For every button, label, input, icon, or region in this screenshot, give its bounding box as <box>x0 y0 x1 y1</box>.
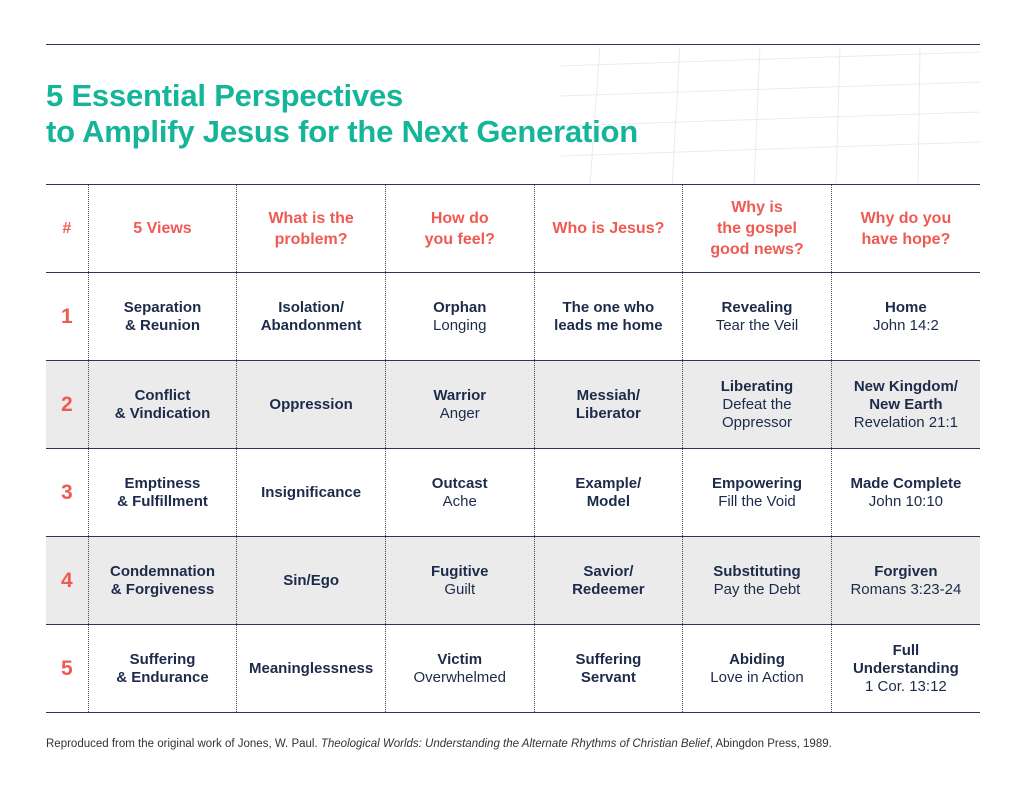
cell-hope: Made Complete John 10:10 <box>830 448 980 537</box>
cell-feel: Orphan Longing <box>384 272 535 361</box>
cell-problem: Oppression <box>236 360 386 449</box>
cell-hope: Home John 14:2 <box>830 272 980 361</box>
cell-gospel: Abiding Love in Action <box>682 624 832 713</box>
cell-jesus: Example/Model <box>533 448 683 537</box>
header-gospel: Why is the gospel good news? <box>682 184 832 273</box>
cell-jesus: Savior/Redeemer <box>533 536 683 625</box>
row-number: 1 <box>60 304 73 328</box>
footnote-prefix: Reproduced from the original work of Jon… <box>46 738 321 750</box>
cell-problem: Isolation/Abandonment <box>236 272 386 361</box>
header-feel: How do you feel? <box>384 184 535 273</box>
cell-problem: Sin/Ego <box>236 536 386 625</box>
cell-hope: Full Understanding 1 Cor. 13:12 <box>830 624 980 713</box>
cell-feel: Outcast Ache <box>384 448 535 537</box>
cell-view: Suffering & Endurance <box>87 624 237 713</box>
source-footnote: Reproduced from the original work of Jon… <box>46 738 832 750</box>
table-row: 5 Suffering & Endurance Meaninglessness V… <box>46 624 980 713</box>
top-rule <box>46 44 980 45</box>
perspectives-table: # 5 Views What is the problem? How do yo… <box>46 184 980 713</box>
title-line-2: to Amplify Jesus for the Next Generation <box>46 114 639 149</box>
cell-problem: Insignificance <box>236 448 386 537</box>
page-title: 5 Essential Perspectives to Amplify Jesu… <box>46 78 638 150</box>
cell-problem: Meaninglessness <box>236 624 386 713</box>
table-row: 4 Condemnation & Forgiveness Sin/Ego Fugi… <box>46 536 980 625</box>
title-line-1: 5 Essential Perspectives <box>46 78 404 113</box>
row-number: 5 <box>60 656 73 680</box>
header-hope: Why do you have hope? <box>830 184 980 273</box>
cell-view: Conflict & Vindication <box>87 360 237 449</box>
background-grid-decoration <box>560 46 980 186</box>
cell-gospel: Empowering Fill the Void <box>682 448 832 537</box>
cell-feel: Fugitive Guilt <box>384 536 535 625</box>
cell-view: Emptiness & Fulfillment <box>87 448 237 537</box>
cell-jesus: Messiah/Liberator <box>533 360 683 449</box>
cell-feel: Warrior Anger <box>384 360 535 449</box>
table-row: 2 Conflict & Vindication Oppression Warri… <box>46 360 980 449</box>
header-problem: What is the problem? <box>236 184 386 273</box>
footnote-book-title: Theological Worlds: Understanding the Al… <box>320 738 710 750</box>
footnote-suffix: , Abingdon Press, 1989. <box>709 738 832 750</box>
cell-gospel: Substituting Pay the Debt <box>682 536 832 625</box>
row-number: 3 <box>60 480 73 504</box>
cell-view: Separation & Reunion <box>87 272 237 361</box>
cell-feel: Victim Overwhelmed <box>384 624 535 713</box>
table-row: 1 Separation & Reunion Isolation/Abandonm… <box>46 272 980 361</box>
table-header-row: # 5 Views What is the problem? How do yo… <box>46 184 980 273</box>
header-jesus: Who is Jesus? <box>533 184 683 273</box>
cell-view: Condemnation & Forgiveness <box>87 536 237 625</box>
cell-gospel: Revealing Tear the Veil <box>682 272 832 361</box>
header-number: # <box>62 220 72 237</box>
cell-hope: Forgiven Romans 3:23-24 <box>830 536 980 625</box>
header-views: 5 Views <box>87 184 237 273</box>
row-number: 2 <box>60 392 73 416</box>
table-row: 3 Emptiness & Fulfillment Insignificance … <box>46 448 980 537</box>
cell-jesus: The one who leads me home <box>533 272 683 361</box>
cell-hope: New Kingdom/New Earth Revelation 21:1 <box>830 360 980 449</box>
row-number: 4 <box>60 568 73 592</box>
cell-gospel: Liberating Defeat the Oppressor <box>682 360 832 449</box>
cell-jesus: Suffering Servant <box>533 624 683 713</box>
